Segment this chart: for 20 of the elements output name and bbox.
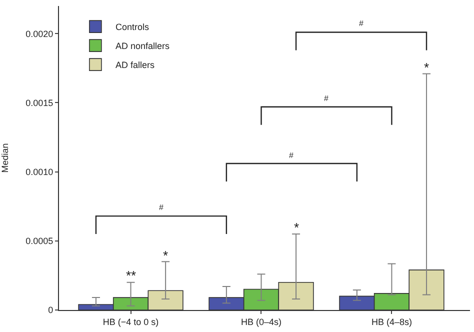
annotation: **	[126, 268, 136, 283]
annotation: #	[159, 203, 164, 212]
annotation: #	[324, 94, 329, 103]
y-tick-label: 0.0020	[26, 28, 54, 39]
annotation: *	[294, 220, 300, 235]
y-axis-title: Median	[0, 143, 10, 173]
y-tick-label: 0	[48, 305, 54, 316]
annotation: #	[359, 19, 364, 28]
legend-label: AD fallers	[115, 60, 155, 70]
annotation: *	[424, 60, 430, 75]
y-tick-label: 0.0010	[26, 166, 54, 177]
y-tick-label: 0.0005	[26, 236, 54, 246]
x-tick-label: HB (0–4s)	[240, 316, 282, 327]
x-tick-label: HB (−4 to 0 s)	[102, 316, 159, 327]
legend-label: AD nonfallers	[115, 41, 170, 52]
x-tick-label: HB (4–8s)	[371, 316, 412, 327]
annotation: *	[163, 248, 168, 263]
annotation: #	[289, 151, 294, 160]
y-tick-label: 0.0015	[26, 98, 54, 108]
legend-label: Controls	[115, 22, 150, 32]
